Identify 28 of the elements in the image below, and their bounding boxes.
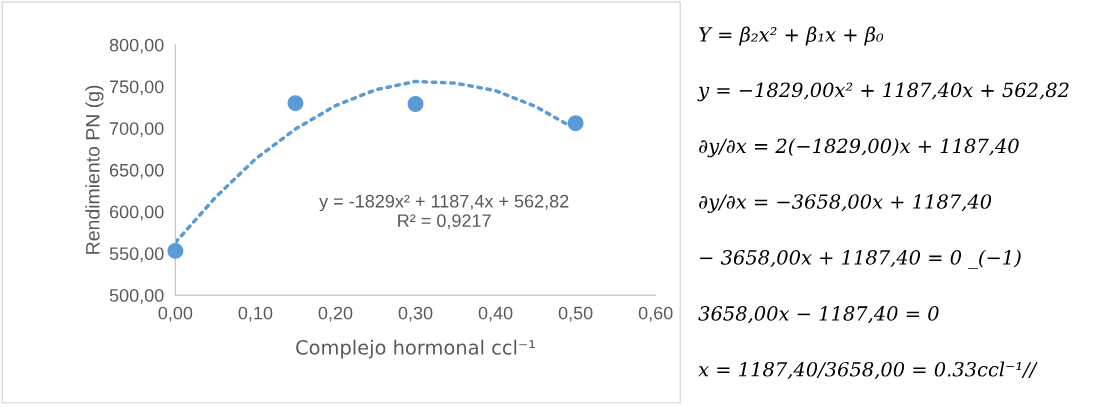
x-axis-title: Complejo hormonal ccl⁻¹ bbox=[296, 339, 535, 359]
y-tick-label: 750,00 bbox=[109, 80, 164, 96]
text: Y = β₂x² + β₁x + β₀ bbox=[699, 26, 884, 46]
x-tick-label: 0,40 bbox=[478, 306, 513, 322]
y-tick-label: 600,00 bbox=[109, 205, 164, 221]
point bbox=[567, 115, 584, 132]
y-tick-label: 500,00 bbox=[109, 289, 164, 304]
x-tick-label: 0,30 bbox=[398, 306, 433, 322]
y-tick-label: 550,00 bbox=[109, 247, 164, 263]
x-tick-label: 0,00 bbox=[158, 306, 193, 322]
text: ∂y/∂x = 2(−1829,00)x + 1187,40 bbox=[699, 138, 1019, 158]
point bbox=[287, 95, 304, 112]
text: ∂y/∂x = −3658,00x + 1187,40 bbox=[699, 194, 992, 213]
y-axis-title: Rendimiento PN (g) bbox=[85, 85, 104, 254]
x-tick-label: 0,60 bbox=[638, 306, 673, 322]
annotation: y = -1829x² + 1187,4x + 562,82 R² = 0,9217 bbox=[319, 194, 569, 230]
y-tick-label: 700,00 bbox=[109, 122, 164, 138]
x-tick-label: 0,50 bbox=[558, 306, 593, 322]
text: x = 1187,40/3658,00 = 0.33ccl⁻¹// bbox=[698, 361, 1038, 379]
x-tick-label: 0,20 bbox=[318, 306, 353, 322]
text: y = −1829,00x² + 1187,40x + 562,82 bbox=[697, 82, 1069, 102]
text: − 3658,00x + 1187,40 = 0 _(−1) bbox=[700, 249, 1021, 269]
y-tick-label: 650,00 bbox=[109, 163, 164, 179]
y-tick-label: 800,00 bbox=[109, 38, 164, 54]
point bbox=[167, 242, 184, 259]
x-tick-label: 0,10 bbox=[238, 306, 273, 322]
text: 3658,00x − 1187,40 = 0 bbox=[698, 306, 939, 324]
point bbox=[407, 96, 424, 112]
